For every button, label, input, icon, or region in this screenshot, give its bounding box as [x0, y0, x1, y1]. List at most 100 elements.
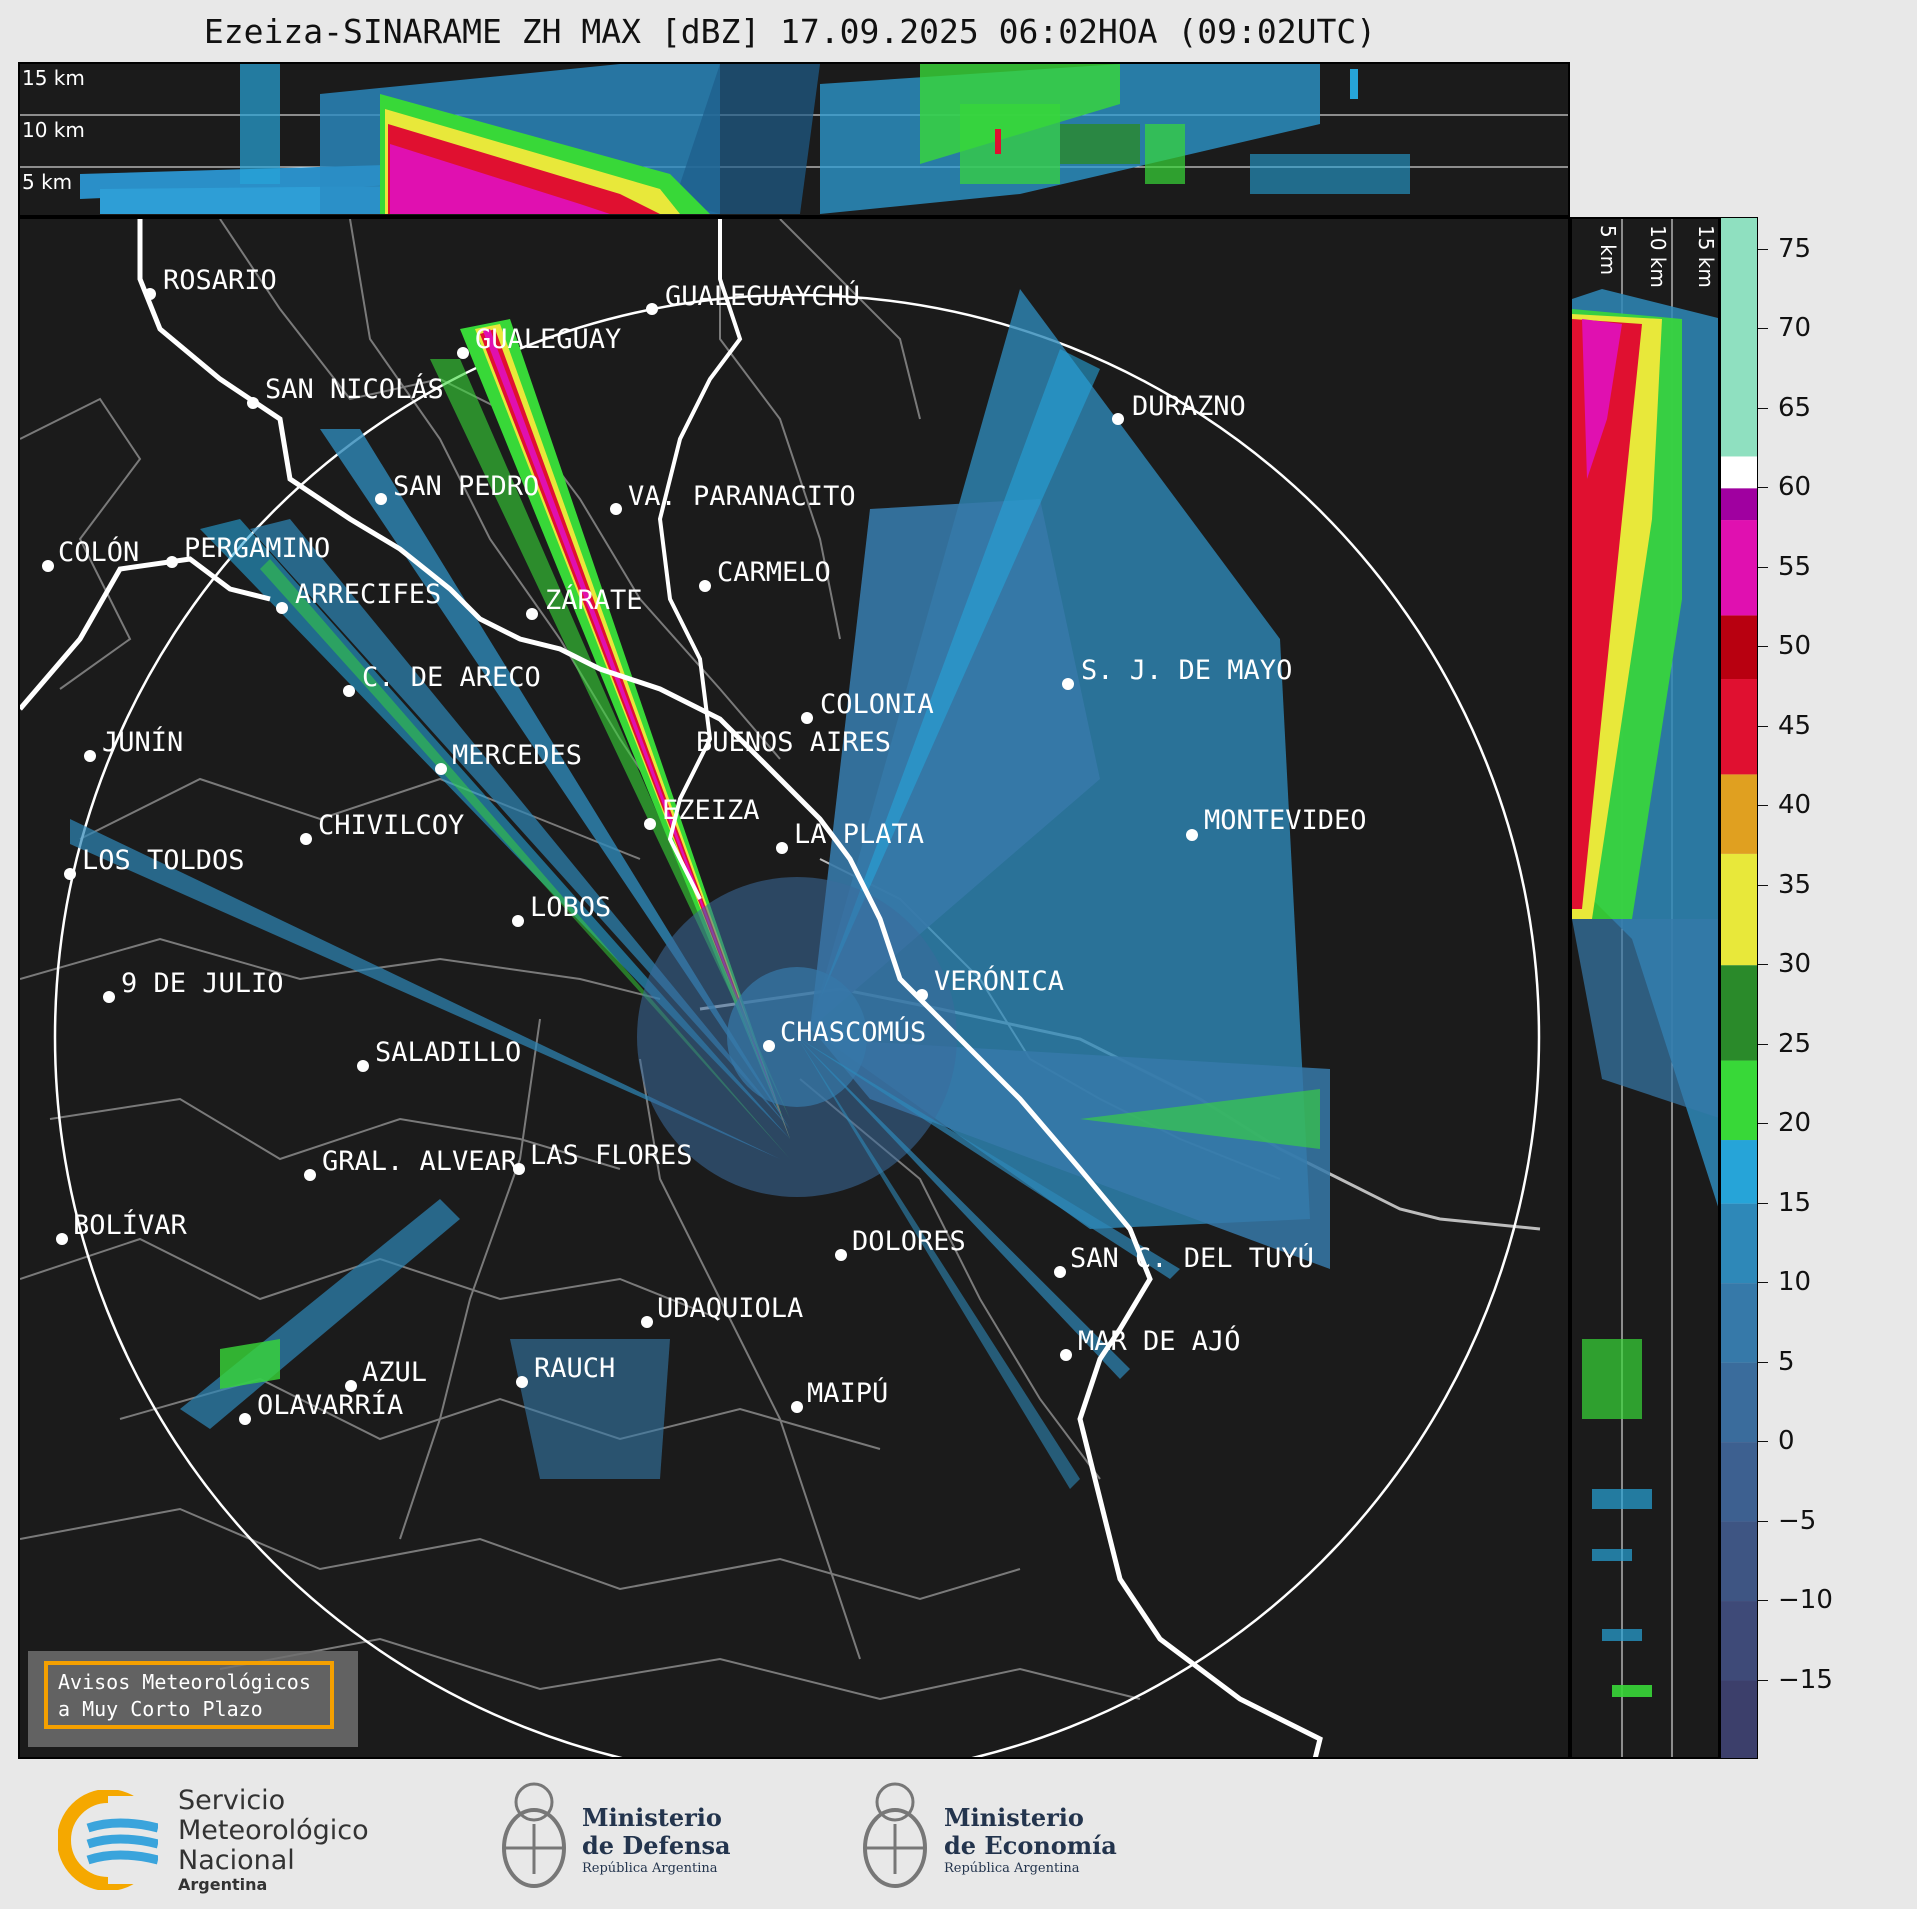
colorbar-tick-label: 15 — [1778, 1187, 1812, 1218]
city-label-mar-de-ajo: MAR DE AJÓ — [1078, 1326, 1241, 1357]
city-label-san-nicolas: SAN NICOLÁS — [265, 374, 444, 405]
city-dot-mercedes — [435, 763, 447, 775]
city-label-9-de-julio: 9 DE JULIO — [121, 968, 284, 999]
colorbar-segment — [1721, 1362, 1757, 1443]
city-dot-olavarria — [239, 1413, 251, 1425]
city-label-rauch: RAUCH — [534, 1353, 616, 1384]
city-dot-san-nicolas — [247, 397, 259, 409]
city-dot-durazno — [1112, 413, 1124, 425]
colorbar-segment — [1721, 520, 1757, 616]
economia-line-2: de Economía — [944, 1831, 1117, 1860]
colorbar-tick-label: 65 — [1778, 392, 1812, 423]
colorbar-tick-mark — [1758, 964, 1768, 966]
city-label-bolivar: BOLÍVAR — [73, 1210, 187, 1241]
city-dot-zarate — [526, 608, 538, 620]
range-ring — [53, 293, 1541, 1757]
colorbar — [1720, 217, 1758, 1759]
city-label-las-flores: LAS FLORES — [530, 1140, 693, 1171]
city-dot-dolores — [835, 1249, 847, 1261]
city-label-san-c-del-tuyu: SAN C. DEL TUYÚ — [1070, 1243, 1314, 1274]
warning-line-2: a Muy Corto Plazo — [58, 1697, 263, 1721]
colorbar-tick-label: 70 — [1778, 313, 1812, 344]
smn-logo-icon — [58, 1790, 158, 1890]
colorbar-tick-label: 10 — [1778, 1267, 1812, 1298]
city-label-durazno: DURAZNO — [1132, 391, 1246, 422]
economia-logo-text: Ministerio de Economía República Argenti… — [944, 1804, 1117, 1878]
city-dot-chivilcoy — [300, 833, 312, 845]
colorbar-segment — [1721, 488, 1757, 521]
top-altitude-label-15km: 15 km — [22, 66, 85, 90]
colorbar-tick-mark — [1758, 1441, 1768, 1443]
colorbar-tick-mark — [1758, 487, 1768, 489]
radar-map-panel[interactable]: ROSARIO GUALEGUAYCHÚ GUALEGUAY SAN NICOL… — [18, 217, 1570, 1759]
colorbar-tick-label: 55 — [1778, 551, 1812, 582]
city-label-buenos-aires: BUENOS AIRES — [696, 727, 892, 758]
colorbar-tick-label: 25 — [1778, 1028, 1812, 1059]
city-dot-lobos — [512, 915, 524, 927]
smn-line-2: Meteorológico — [178, 1815, 369, 1846]
city-label-lobos: LOBOS — [530, 892, 612, 923]
city-dot-colonia — [801, 712, 813, 724]
colorbar-segment — [1721, 1203, 1757, 1284]
defensa-coat-of-arms-icon — [502, 1782, 566, 1888]
colorbar-tick-label: 35 — [1778, 869, 1812, 900]
city-dot-san-pedro — [375, 493, 387, 505]
city-dot-udaquiola — [641, 1316, 653, 1328]
city-label-montevideo: MONTEVIDEO — [1204, 805, 1367, 836]
city-label-arrecifes: ARRECIFES — [295, 579, 442, 610]
colorbar-segment — [1721, 615, 1757, 680]
colorbar-tick-label: −15 — [1778, 1664, 1833, 1695]
city-label-ezeiza: EZEIZA — [662, 795, 760, 826]
city-label-mercedes: MERCEDES — [452, 740, 583, 771]
city-label-junin: JUNÍN — [102, 727, 184, 758]
city-dot-veronica — [916, 989, 928, 1001]
city-label-gualeguay: GUALEGUAY — [475, 324, 622, 355]
top-cross-section-panel: 15 km 10 km 5 km — [18, 62, 1570, 217]
colorbar-segment — [1721, 1140, 1757, 1204]
river-parana — [20, 556, 271, 711]
colorbar-tick-mark — [1758, 407, 1768, 409]
side-altitude-label-10km: 10 km — [1646, 225, 1670, 288]
warning-line-1: Avisos Meteorológicos — [58, 1670, 311, 1694]
top-altitude-label-10km: 10 km — [22, 118, 85, 142]
city-label-chascomus: CHASCOMÚS — [780, 1017, 927, 1048]
city-dot-mar-de-ajo — [1060, 1349, 1072, 1361]
colorbar-segment — [1721, 853, 1757, 966]
colorbar-gradient — [1721, 218, 1757, 1758]
city-dot-junin — [84, 750, 96, 762]
side-altitude-label-15km: 15 km — [1694, 225, 1718, 288]
city-dot-9-de-julio — [103, 991, 115, 1003]
city-dot-san-c-del-tuyu — [1054, 1266, 1066, 1278]
colorbar-tick-label: 20 — [1778, 1108, 1812, 1139]
colorbar-segment — [1721, 1442, 1757, 1522]
city-label-veronica: VERÓNICA — [934, 966, 1065, 997]
colorbar-tick-label: −10 — [1778, 1585, 1833, 1616]
city-label-maipu: MAIPÚ — [807, 1378, 889, 1409]
colorbar-tick-mark — [1758, 1361, 1768, 1363]
colorbar-tick-mark — [1758, 725, 1768, 727]
colorbar-tick-mark — [1758, 646, 1768, 648]
colorbar-tick-mark — [1758, 1600, 1768, 1602]
colorbar-tick-mark — [1758, 805, 1768, 807]
city-dot-carmelo — [699, 580, 711, 592]
city-dot-bolivar — [56, 1233, 68, 1245]
defensa-logo-text: Ministerio de Defensa República Argentin… — [582, 1804, 731, 1878]
colorbar-tick-label: 30 — [1778, 949, 1812, 980]
colorbar-segment — [1721, 218, 1757, 457]
smn-line-3: Nacional — [178, 1845, 295, 1876]
city-label-gral-alvear: GRAL. ALVEAR — [322, 1146, 518, 1177]
colorbar-tick-label: −5 — [1778, 1505, 1817, 1536]
colorbar-tick-mark — [1758, 566, 1768, 568]
city-dot-rosario — [144, 288, 156, 300]
defensa-line-2: de Defensa — [582, 1831, 731, 1860]
colorbar-ticks: 75 70 65 60 55 50 45 40 35 30 25 20 15 10 5 0 −5 −10 −15 — [1758, 217, 1878, 1759]
colorbar-segment — [1721, 1680, 1757, 1758]
colorbar-tick-label: 40 — [1778, 790, 1812, 821]
city-label-chivilcoy: CHIVILCOY — [318, 810, 465, 841]
colorbar-segment — [1721, 456, 1757, 489]
warning-box: Avisos Meteorológicos a Muy Corto Plazo — [28, 1651, 358, 1747]
city-label-saladillo: SALADILLO — [375, 1037, 522, 1068]
city-label-udaquiola: UDAQUIOLA — [657, 1293, 804, 1324]
city-dot-maipu — [791, 1401, 803, 1413]
colorbar-tick-label: 75 — [1778, 233, 1812, 264]
